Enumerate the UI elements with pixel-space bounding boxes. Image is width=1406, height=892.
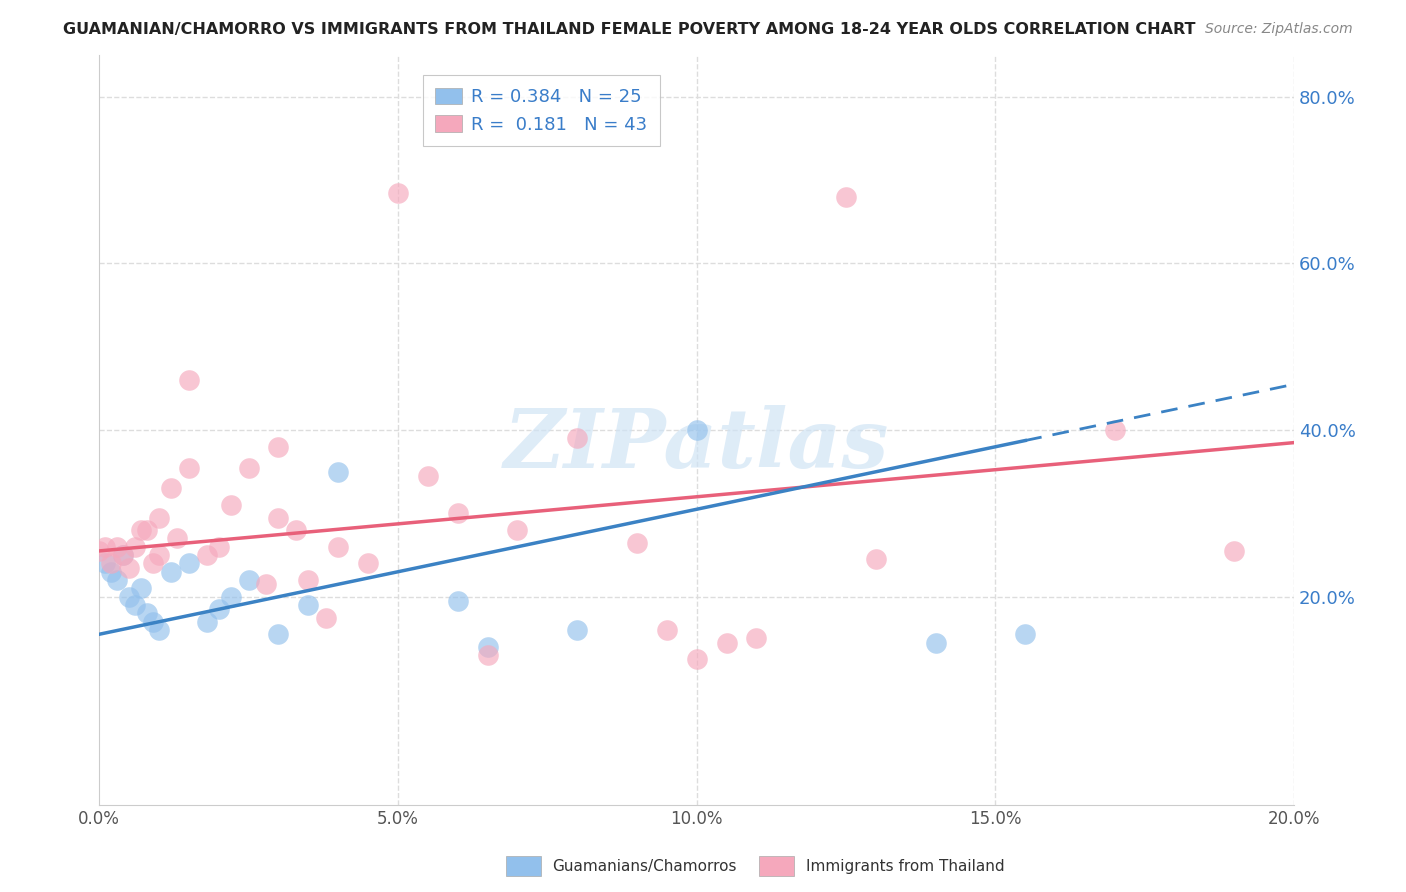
Point [118,560,141,574]
Point [1104,423,1126,437]
Point [94,540,117,554]
Point [267,440,290,454]
Point [142,615,165,629]
Point [129,523,152,537]
Point [177,373,200,387]
Point [100,557,122,571]
Point [477,648,499,662]
Point [685,652,707,666]
Point [745,632,768,646]
Point [219,590,242,604]
Point [177,460,200,475]
Point [238,573,260,587]
Point [626,535,648,549]
Point [100,565,122,579]
Point [219,498,242,512]
Point [124,598,146,612]
Point [148,548,170,562]
Point [148,623,170,637]
Text: GUAMANIAN/CHAMORRO VS IMMIGRANTS FROM THAILAND FEMALE POVERTY AMONG 18-24 YEAR O: GUAMANIAN/CHAMORRO VS IMMIGRANTS FROM TH… [63,22,1195,37]
Text: Source: ZipAtlas.com: Source: ZipAtlas.com [1205,22,1353,37]
Point [142,557,165,571]
Point [238,460,260,475]
Point [195,548,218,562]
Point [447,594,470,608]
Point [447,507,470,521]
Point [477,640,499,654]
Point [835,190,858,204]
Point [166,532,188,546]
Point [328,465,350,479]
Point [105,573,128,587]
Point [136,523,159,537]
Text: Guamanians/Chamorros: Guamanians/Chamorros [553,859,737,873]
Point [195,615,218,629]
Point [297,598,319,612]
Point [94,557,117,571]
Point [285,523,308,537]
Point [136,607,159,621]
Point [924,635,946,649]
Point [208,602,231,616]
Point [177,557,200,571]
Point [148,510,170,524]
Point [315,610,337,624]
Point [112,548,135,562]
Point [1223,544,1246,558]
Point [567,432,589,446]
Point [105,540,128,554]
Point [716,635,738,649]
Point [328,540,350,554]
Point [129,582,152,596]
Point [89,544,111,558]
Point [506,523,529,537]
Point [208,540,231,554]
Point [1014,627,1036,641]
Legend: R = 0.384   N = 25, R =  0.181   N = 43: R = 0.384 N = 25, R = 0.181 N = 43 [423,76,659,146]
Point [124,540,146,554]
Point [256,577,278,591]
Point [865,552,887,566]
Point [160,565,183,579]
Point [160,482,183,496]
Point [112,548,135,562]
Point [387,186,409,200]
Text: Immigrants from Thailand: Immigrants from Thailand [806,859,1004,873]
Point [655,623,678,637]
Point [118,590,141,604]
Point [267,510,290,524]
Point [416,469,439,483]
Point [297,573,319,587]
Point [267,627,290,641]
Point [357,557,380,571]
Point [685,423,707,437]
Text: ZIPatlas: ZIPatlas [503,405,890,485]
Point [567,623,589,637]
